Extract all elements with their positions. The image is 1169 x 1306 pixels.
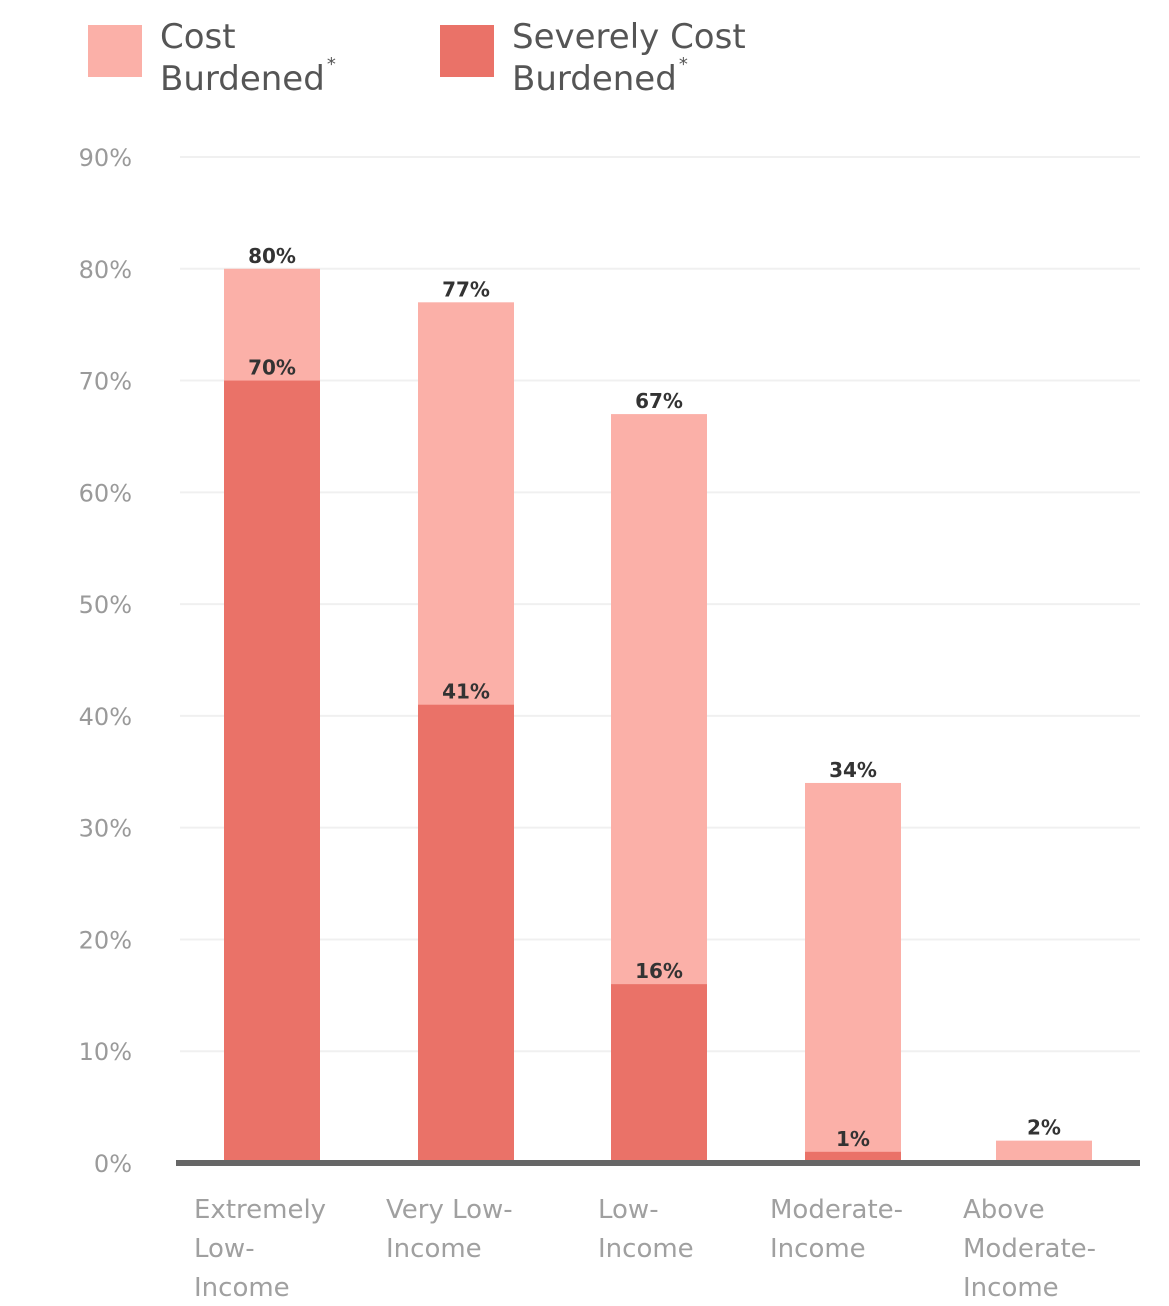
y-tick-label: 20%: [79, 926, 132, 954]
y-tick-label: 60%: [79, 479, 132, 507]
category-label: Very Low-: [386, 1195, 513, 1225]
legend-label-line1: Severely Cost: [512, 17, 746, 57]
y-tick-label: 70%: [79, 368, 132, 396]
legend-label-line1: Cost: [160, 17, 236, 57]
y-tick-label: 50%: [79, 591, 132, 619]
data-label-severely-cost-burdened: 16%: [635, 959, 683, 983]
y-tick-label: 40%: [79, 703, 132, 731]
bar-severely-cost-burdened: [805, 1151, 901, 1163]
y-tick-label: 0%: [94, 1150, 132, 1178]
category-label: Income: [386, 1234, 482, 1264]
data-label-cost-burdened: 2%: [1027, 1116, 1061, 1140]
category-label: Low-: [194, 1234, 255, 1264]
y-axis-ticks: 0% 10% 20% 30% 40% 50% 60% 70% 80% 90%: [79, 144, 132, 1178]
y-tick-label: 90%: [79, 144, 132, 172]
legend-swatch-cost-burdened: [88, 25, 142, 77]
y-tick-label: 10%: [79, 1038, 132, 1066]
bar-severely-cost-burdened: [224, 380, 320, 1163]
data-label-cost-burdened: 80%: [248, 244, 296, 268]
category-label: Above: [963, 1195, 1045, 1225]
category-label: Extremely: [194, 1195, 326, 1225]
bar-cost-burdened: [996, 1140, 1092, 1163]
category-label: Moderate-: [963, 1234, 1096, 1264]
bar-cost-burdened: [805, 782, 901, 1163]
legend-swatch-severely-cost-burdened: [440, 25, 494, 77]
bar-severely-cost-burdened: [418, 704, 514, 1163]
category-label: Low-: [598, 1195, 659, 1225]
data-label-cost-burdened: 34%: [829, 758, 877, 782]
data-label-severely-cost-burdened: 41%: [442, 680, 490, 704]
y-tick-label: 80%: [79, 256, 132, 284]
category-label: Income: [963, 1273, 1059, 1303]
category-labels: Extremely Low- Income Very Low- Income Low- In…: [194, 1195, 1096, 1303]
data-label-severely-cost-burdened: 1%: [836, 1127, 870, 1151]
legend-label-line2: Burdened: [160, 59, 325, 99]
legend-label-line2: Burdened: [512, 59, 677, 99]
category-label: Income: [770, 1234, 866, 1264]
bars: [224, 268, 1092, 1164]
legend-asterisk: *: [679, 54, 688, 75]
data-label-severely-cost-burdened: 70%: [248, 356, 296, 380]
category-label: Income: [194, 1273, 290, 1303]
data-label-cost-burdened: 77%: [442, 277, 490, 301]
category-label: Income: [598, 1234, 694, 1264]
legend-asterisk: *: [327, 54, 336, 75]
data-labels: 80% 70% 77% 41% 67% 16% 34% 1% 2%: [248, 244, 1061, 1151]
data-label-cost-burdened: 67%: [635, 389, 683, 413]
bar-severely-cost-burdened: [611, 984, 707, 1163]
category-label: Moderate-: [770, 1195, 903, 1225]
y-tick-label: 30%: [79, 815, 132, 843]
